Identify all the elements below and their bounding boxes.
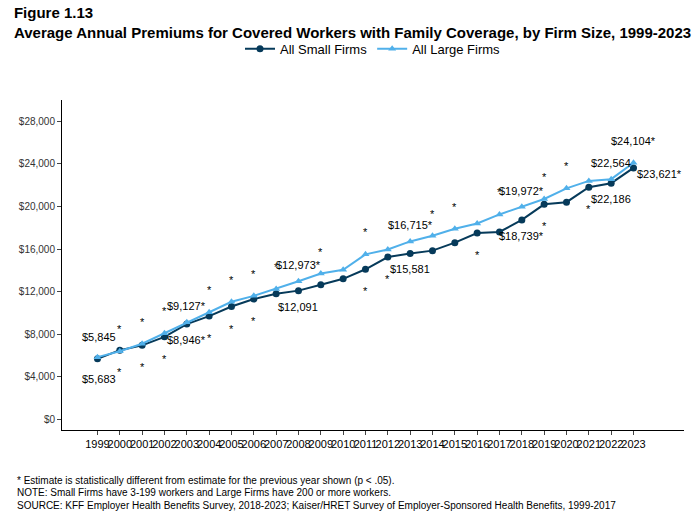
svg-text:$16,000: $16,000: [19, 244, 56, 255]
svg-text:*: *: [430, 208, 435, 220]
svg-text:2007: 2007: [264, 438, 288, 450]
svg-text:SOURCE: KFF Employer Health Be: SOURCE: KFF Employer Health Benefits Sur…: [17, 500, 616, 511]
svg-text:$18,739*: $18,739*: [499, 230, 544, 242]
svg-text:*: *: [251, 268, 256, 280]
svg-text:All Small Firms: All Small Firms: [280, 42, 367, 57]
svg-text:$16,715*: $16,715*: [388, 219, 433, 231]
svg-text:$5,845: $5,845: [82, 331, 116, 343]
svg-text:Figure 1.13Average Annual Prem: Figure 1.13Average Annual Premiums for C…: [14, 4, 691, 41]
svg-text:2020: 2020: [554, 438, 578, 450]
svg-text:$22,564: $22,564: [591, 157, 631, 169]
svg-text:*: *: [385, 273, 390, 285]
svg-text:$8,000: $8,000: [24, 329, 55, 340]
svg-text:$12,000: $12,000: [19, 286, 56, 297]
svg-text:$24,000: $24,000: [19, 158, 56, 169]
svg-text:2017: 2017: [487, 438, 511, 450]
svg-text:2005: 2005: [219, 438, 243, 450]
svg-text:2014: 2014: [420, 438, 444, 450]
svg-text:NOTE: Small Firms have 3-199 w: NOTE: Small Firms have 3-199 workers and…: [17, 487, 391, 498]
svg-text:$15,581: $15,581: [390, 263, 430, 275]
svg-text:$28,000: $28,000: [19, 116, 56, 127]
svg-text:2003: 2003: [175, 438, 199, 450]
svg-text:2010: 2010: [331, 438, 355, 450]
svg-text:*: *: [229, 274, 234, 286]
svg-text:2000: 2000: [108, 438, 132, 450]
svg-text:2023: 2023: [621, 438, 645, 450]
svg-text:*: *: [162, 305, 167, 317]
svg-text:All Large Firms: All Large Firms: [412, 42, 500, 57]
svg-text:*: *: [251, 315, 256, 327]
svg-text:*: *: [452, 201, 457, 213]
svg-text:*: *: [586, 203, 591, 215]
svg-text:2016: 2016: [465, 438, 489, 450]
svg-text:*: *: [117, 323, 122, 335]
svg-text:2006: 2006: [242, 438, 266, 450]
svg-text:$0: $0: [44, 414, 56, 425]
svg-text:$23,621*: $23,621*: [637, 168, 682, 180]
svg-text:$24,104*: $24,104*: [611, 135, 656, 147]
svg-text:*: *: [475, 249, 480, 261]
svg-text:$12,091: $12,091: [278, 301, 318, 313]
svg-text:2001: 2001: [130, 438, 154, 450]
svg-text:2008: 2008: [286, 438, 310, 450]
svg-text:*: *: [318, 246, 323, 258]
svg-text:$8,946*: $8,946*: [167, 334, 206, 346]
svg-text:*: *: [140, 361, 145, 373]
svg-text:2009: 2009: [309, 438, 333, 450]
svg-text:2011: 2011: [354, 438, 378, 450]
svg-text:2015: 2015: [443, 438, 467, 450]
svg-text:$19,972*: $19,972*: [499, 185, 544, 197]
svg-text:2018: 2018: [510, 438, 534, 450]
svg-text:*: *: [117, 366, 122, 378]
svg-text:*: *: [497, 186, 502, 198]
svg-text:*: *: [140, 316, 145, 328]
svg-text:*: *: [229, 323, 234, 335]
svg-text:*: *: [542, 171, 547, 183]
svg-text:2004: 2004: [197, 438, 221, 450]
svg-text:$5,683: $5,683: [82, 373, 116, 385]
svg-text:$22,186: $22,186: [591, 193, 631, 205]
svg-text:$12,973*: $12,973*: [276, 259, 321, 271]
svg-text:*: *: [564, 160, 569, 172]
svg-text:$4,000: $4,000: [24, 371, 55, 382]
svg-text:2021: 2021: [577, 438, 601, 450]
svg-text:*: *: [207, 332, 212, 344]
svg-text:* Estimate is statistically di: * Estimate is statistically different fr…: [17, 475, 394, 486]
svg-text:*: *: [207, 284, 212, 296]
svg-text:2013: 2013: [398, 438, 422, 450]
svg-text:*: *: [542, 220, 547, 232]
svg-text:*: *: [162, 353, 167, 365]
svg-text:1999: 1999: [85, 438, 109, 450]
svg-text:$9,127*: $9,127*: [167, 300, 206, 312]
svg-text:*: *: [274, 261, 279, 273]
svg-text:$20,000: $20,000: [19, 201, 56, 212]
svg-text:*: *: [363, 285, 368, 297]
svg-text:2022: 2022: [599, 438, 623, 450]
svg-text:*: *: [363, 226, 368, 238]
svg-text:2012: 2012: [376, 438, 400, 450]
svg-text:2019: 2019: [532, 438, 556, 450]
svg-text:2002: 2002: [152, 438, 176, 450]
